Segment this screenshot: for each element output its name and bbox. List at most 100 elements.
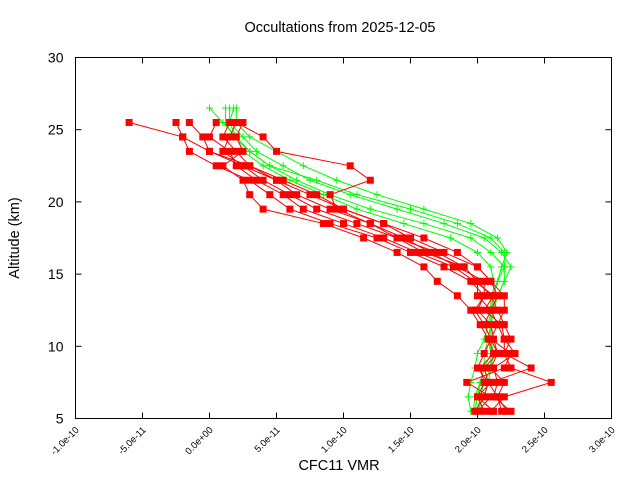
red-square-marker: [507, 407, 515, 415]
red-square-marker: [494, 350, 502, 358]
red-square-marker: [306, 191, 314, 199]
red-square-marker: [319, 220, 327, 228]
red-square-marker: [232, 147, 240, 155]
red-square-marker: [494, 321, 502, 329]
green-plus-marker: [440, 220, 448, 228]
green-plus-marker: [507, 263, 515, 271]
y-tick-label: 10: [48, 338, 64, 354]
red-square-marker: [507, 350, 515, 358]
red-profile-line: [208, 122, 516, 412]
green-plus-marker: [259, 162, 267, 170]
axis-layer: -1.0e-10 -5.0e-11 0.0e+00 5.0e-11 1.0e-10 1.5…: [48, 50, 618, 458]
green-plus-marker: [353, 205, 361, 213]
green-plus-marker: [480, 234, 488, 242]
green-plus-marker: [222, 104, 230, 112]
green-profile-2: [222, 104, 508, 415]
red-square-marker: [259, 205, 267, 213]
red-square-marker: [206, 147, 213, 155]
red-square-marker: [266, 191, 274, 199]
red-square-marker: [273, 147, 280, 155]
red-square-marker: [471, 306, 479, 314]
green-plus-marker: [230, 104, 238, 112]
red-square-marker: [420, 263, 428, 271]
red-square-marker: [286, 205, 294, 213]
red-square-marker: [527, 364, 535, 372]
x-tick-label: 2.0e-10: [453, 425, 484, 456]
x-tick-label: 0.0e+00: [183, 425, 215, 457]
red-square-marker: [498, 407, 506, 415]
red-square-marker: [490, 393, 498, 401]
red-square-marker: [226, 133, 234, 141]
red-profile-6: [206, 118, 519, 415]
red-square-marker: [326, 220, 334, 228]
red-square-marker: [366, 220, 374, 228]
red-square-marker: [460, 263, 468, 271]
red-square-marker: [326, 205, 334, 213]
series-layer: [125, 104, 555, 415]
green-plus-marker: [266, 162, 274, 170]
y-axis-label: Altitude (km): [7, 197, 23, 278]
red-square-marker: [239, 176, 247, 184]
red-square-marker: [490, 364, 498, 372]
red-square-marker: [199, 133, 207, 141]
green-profile-4: [226, 104, 498, 415]
green-plus-marker: [393, 205, 401, 213]
green-plus-marker: [453, 220, 461, 228]
red-square-marker: [313, 191, 321, 199]
red-square-marker: [480, 393, 488, 401]
red-square-marker: [474, 292, 481, 300]
x-tick-label: -5.0e-11: [116, 425, 148, 457]
green-plus-marker: [487, 263, 495, 271]
red-square-marker: [474, 263, 481, 271]
red-square-marker: [487, 321, 495, 329]
red-square-marker: [467, 277, 475, 285]
red-square-marker: [239, 118, 247, 126]
red-square-marker: [333, 205, 341, 213]
red-square-marker: [340, 205, 347, 213]
green-plus-marker: [246, 147, 254, 155]
red-square-marker: [480, 292, 488, 300]
red-square-marker: [503, 407, 511, 415]
green-plus-marker: [279, 162, 287, 170]
red-square-marker: [407, 248, 414, 256]
red-square-marker: [500, 350, 508, 358]
red-square-marker: [326, 191, 334, 199]
red-square-marker: [239, 162, 247, 170]
plot-frame: [75, 57, 612, 419]
red-square-marker: [471, 407, 479, 415]
red-square-marker: [494, 292, 502, 300]
red-profile-3: [219, 118, 515, 415]
red-square-marker: [433, 277, 441, 285]
red-square-marker: [299, 205, 307, 213]
red-square-marker: [125, 118, 133, 126]
red-square-marker: [484, 378, 492, 386]
green-plus-marker: [487, 248, 495, 256]
red-square-marker: [480, 378, 488, 386]
green-plus-marker: [487, 234, 495, 242]
red-square-marker: [212, 118, 220, 126]
red-square-marker: [420, 248, 428, 256]
green-plus-marker: [319, 191, 327, 199]
red-square-marker: [346, 162, 354, 170]
red-square-marker: [500, 364, 508, 372]
red-square-marker: [487, 306, 495, 314]
y-tick-label: 25: [48, 122, 64, 138]
red-square-marker: [463, 378, 471, 386]
red-square-marker: [474, 364, 481, 372]
red-square-marker: [373, 234, 381, 242]
red-square-marker: [246, 176, 254, 184]
red-square-marker: [507, 364, 515, 372]
green-profile-1: [226, 104, 515, 415]
red-square-marker: [494, 393, 502, 401]
red-square-marker: [440, 248, 448, 256]
red-square-marker: [219, 162, 227, 170]
green-plus-marker: [246, 133, 254, 141]
red-square-marker: [279, 176, 287, 184]
red-square-marker: [246, 191, 254, 199]
green-plus-marker: [299, 162, 307, 170]
red-square-marker: [500, 393, 508, 401]
red-square-marker: [500, 306, 508, 314]
red-square-marker: [252, 176, 260, 184]
green-plus-marker: [373, 191, 381, 199]
red-square-marker: [480, 277, 488, 285]
